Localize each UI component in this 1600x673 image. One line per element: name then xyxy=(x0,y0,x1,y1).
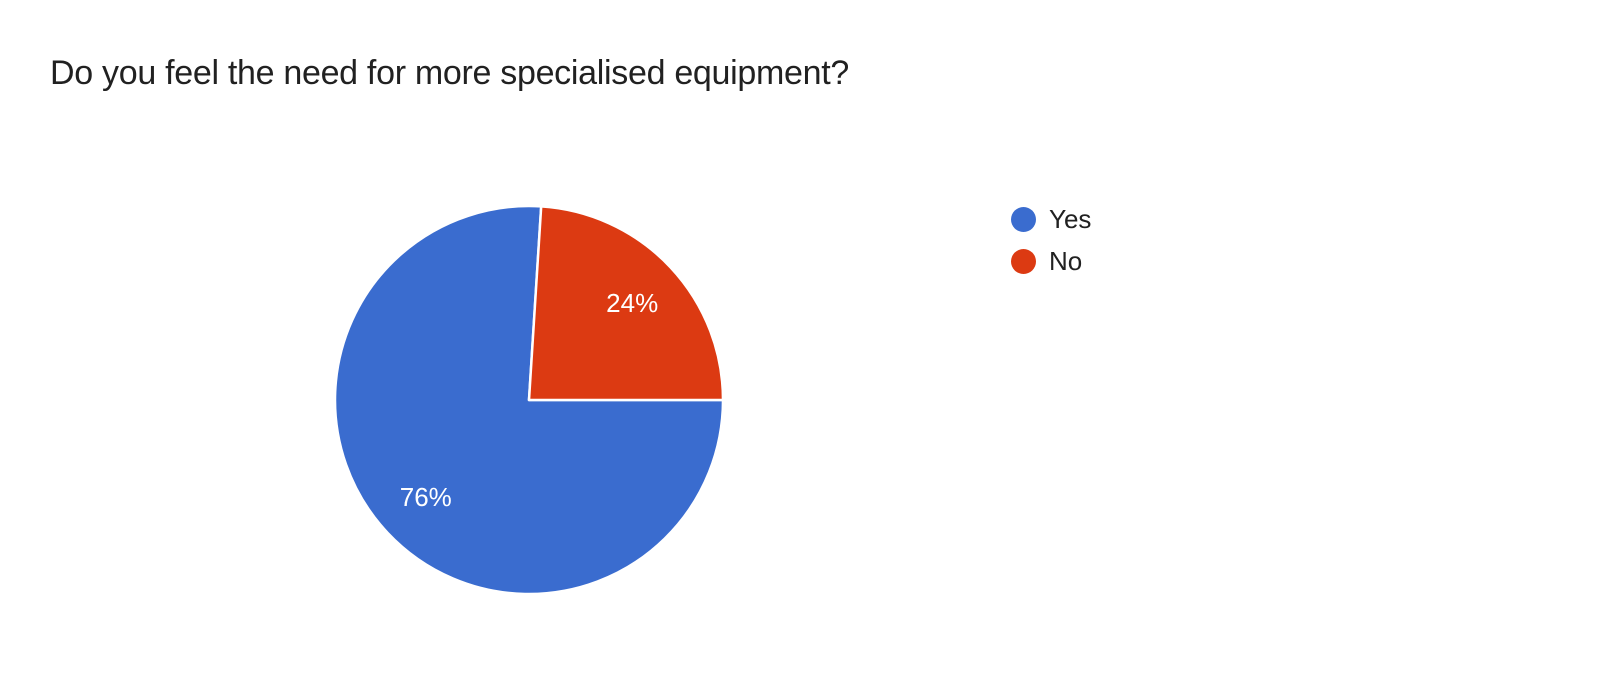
pie-slice-percent-yes: 76% xyxy=(400,482,452,512)
pie-chart: 76% 24% xyxy=(333,204,725,596)
legend-dot-yes xyxy=(1011,207,1036,233)
pie-slice-no xyxy=(527,205,725,402)
legend-dot-no xyxy=(1011,249,1036,275)
legend-label-yes: Yes xyxy=(1049,204,1092,234)
legend-label-no: No xyxy=(1049,245,1083,276)
pie-slice-percent-no: 24% xyxy=(606,288,658,318)
legend-item-yes: Yes xyxy=(1011,204,1092,235)
legend-item-no: No xyxy=(1011,245,1091,277)
question-title: Do you feel the need for more specialise… xyxy=(50,54,850,92)
pie-slice-yes xyxy=(333,204,725,596)
legend: Yes No xyxy=(1011,204,1092,277)
